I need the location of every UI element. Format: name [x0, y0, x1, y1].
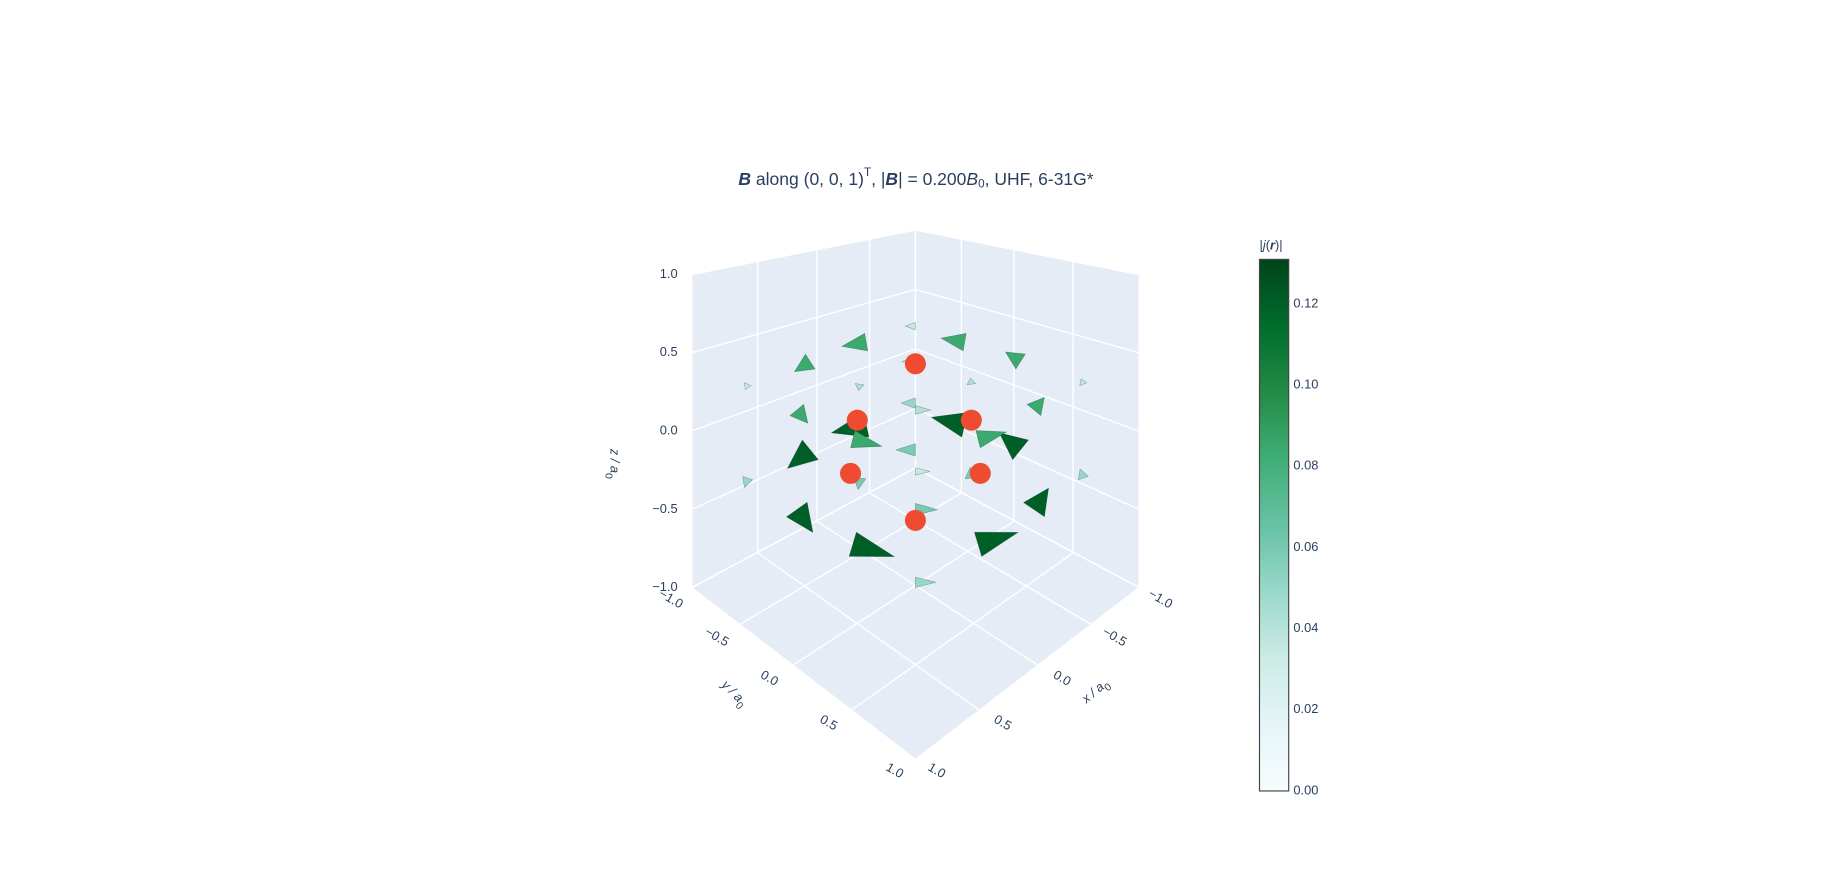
grid-line	[914, 587, 1140, 760]
colorbar-tick-label: 0.10	[1293, 377, 1318, 392]
title-part: 0	[978, 178, 985, 191]
y-tick-label: −0.5	[702, 624, 731, 650]
colorbar-tick-label: 0.00	[1293, 782, 1318, 797]
grid-line	[915, 467, 1140, 589]
grid-line	[915, 288, 1140, 354]
colorbar-title-part: r	[1270, 238, 1276, 253]
colorbar-tick-label: 0.04	[1293, 620, 1318, 635]
z-axis-title-part: z / a	[607, 448, 622, 473]
grid-line	[915, 348, 1140, 432]
cone	[743, 382, 752, 391]
title-part: B	[738, 169, 751, 189]
cone	[904, 321, 916, 331]
cone	[1079, 378, 1088, 387]
cone	[1023, 487, 1049, 518]
grid-line	[691, 467, 916, 589]
z-tick-label: 0.0	[660, 423, 678, 438]
cone	[915, 405, 932, 415]
x-tick-label: 0.0	[1051, 667, 1074, 689]
cone	[940, 333, 967, 352]
atom	[846, 409, 868, 431]
colorbar-tick-label: 0.12	[1293, 295, 1318, 310]
title-part: , UHF, 6-31G*	[985, 169, 1094, 189]
title-part: B	[966, 169, 978, 189]
chart-title: B along (0, 0, 1)T, |B| = 0.200B0, UHF, …	[738, 166, 1093, 191]
z-tick-label: 1.0	[660, 266, 678, 281]
z-tick-label: −0.5	[652, 501, 677, 516]
cone	[966, 377, 977, 386]
floor-pane	[691, 467, 1140, 760]
title-part: B	[885, 169, 898, 189]
x-wall-pane	[915, 229, 1140, 588]
atom	[969, 462, 991, 484]
grid-line	[691, 587, 916, 760]
cone	[793, 353, 816, 373]
grid-line	[915, 229, 1140, 276]
grid-line	[849, 552, 1074, 713]
x-tick-label: −1.0	[1146, 586, 1175, 612]
grid-line	[691, 229, 916, 276]
x-tick-label: −0.5	[1100, 624, 1129, 650]
cone	[1026, 396, 1045, 417]
grid-line	[757, 552, 982, 713]
cone	[895, 443, 916, 457]
z-axis-title: z / a0	[603, 448, 622, 479]
grid-line	[789, 520, 1015, 668]
x-tick-label: 1.0	[926, 759, 949, 781]
z-axis-title-part: 0	[603, 473, 615, 479]
scene: −1.0−0.50.00.51.0−1.0−0.50.00.51.0−1.0−0…	[652, 229, 1175, 781]
atom	[960, 409, 982, 431]
colorbar	[1258, 258, 1290, 792]
atom	[904, 353, 926, 375]
cone	[854, 383, 865, 391]
cone	[786, 439, 819, 469]
cone	[998, 432, 1029, 461]
colorbar-tick-label: 0.08	[1293, 458, 1318, 473]
grid-line	[691, 288, 916, 354]
title-part: T	[864, 166, 871, 179]
colorbar-tick-label: 0.06	[1293, 539, 1318, 554]
colorbar-title-part: |	[1259, 238, 1262, 253]
atom	[904, 509, 926, 531]
colorbar-title-part: (	[1266, 238, 1271, 253]
cone	[848, 531, 896, 557]
atom	[840, 462, 862, 484]
cone	[785, 501, 814, 534]
cone	[915, 576, 936, 588]
colorbar-tick-label: 0.02	[1293, 701, 1318, 716]
cone	[1004, 351, 1026, 370]
x-axis-title: x / a0	[1078, 675, 1114, 710]
y-tick-label: 0.5	[817, 711, 840, 733]
colorbar-title-part: )|	[1275, 238, 1283, 253]
title-part: | = 0.200	[898, 169, 967, 189]
title-part: along (0, 0, 1)	[751, 169, 864, 189]
cone	[915, 467, 931, 476]
cone	[900, 397, 916, 409]
y-axis-title: y / a0	[715, 677, 751, 713]
cone	[841, 332, 869, 352]
title-part: , |	[871, 169, 885, 189]
cone	[1077, 468, 1089, 481]
cone	[742, 476, 754, 489]
cone	[789, 403, 809, 424]
grid-line	[691, 348, 916, 432]
cone	[850, 430, 883, 449]
z-tick-label: 0.5	[660, 344, 678, 359]
cone	[975, 430, 1008, 449]
z-tick-label: −1.0	[652, 579, 677, 594]
y-tick-label: 1.0	[883, 759, 906, 781]
colorbar-title-part: j	[1261, 238, 1267, 253]
colorbar-title: |j(r)|	[1259, 238, 1282, 253]
cone	[974, 531, 1020, 557]
y-tick-label: 0.0	[758, 667, 781, 689]
x-tick-label: 0.5	[992, 711, 1015, 733]
